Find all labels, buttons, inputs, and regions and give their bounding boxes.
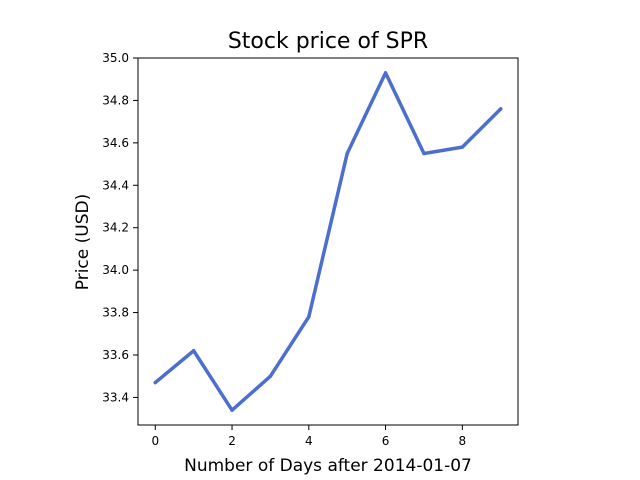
y-axis-ticks: 33.4 33.6 33.8 34.0 34.2 34.4 34.6 34.8 35.0	[102, 51, 138, 404]
y-tick-label: 35.0	[102, 51, 129, 65]
y-tick-label: 34.4	[102, 178, 129, 192]
y-tick-label: 33.4	[102, 390, 129, 404]
x-axis-ticks: 0 2 4 6 8	[151, 425, 466, 448]
chart-title: Stock price of SPR	[228, 29, 428, 54]
x-tick-label: 6	[382, 434, 390, 448]
x-tick-label: 0	[151, 434, 159, 448]
data-point	[499, 107, 503, 111]
data-point	[307, 315, 311, 319]
data-point	[422, 151, 426, 156]
data-point	[230, 408, 234, 412]
y-tick-label: 33.6	[102, 348, 129, 362]
data-point	[383, 71, 388, 75]
data-point	[191, 349, 196, 353]
x-tick-label: 2	[228, 434, 236, 448]
y-tick-label: 34.6	[102, 136, 129, 150]
y-tick-label: 34.2	[102, 221, 129, 235]
x-tick-label: 4	[305, 434, 313, 448]
y-tick-label: 33.8	[102, 306, 129, 320]
plot-frame	[137, 57, 519, 426]
x-tick-label: 8	[459, 434, 467, 448]
data-point	[268, 374, 273, 378]
y-tick-label: 34.8	[102, 93, 129, 107]
data-point	[460, 145, 465, 149]
series-group	[153, 71, 503, 412]
y-tick-label: 34.0	[102, 263, 129, 277]
data-point	[153, 380, 157, 385]
series-line	[153, 71, 503, 412]
x-axis-label: Number of Days after 2014-01-07	[184, 456, 472, 476]
data-point	[345, 151, 349, 156]
y-axis-label: Price (USD)	[73, 194, 93, 290]
